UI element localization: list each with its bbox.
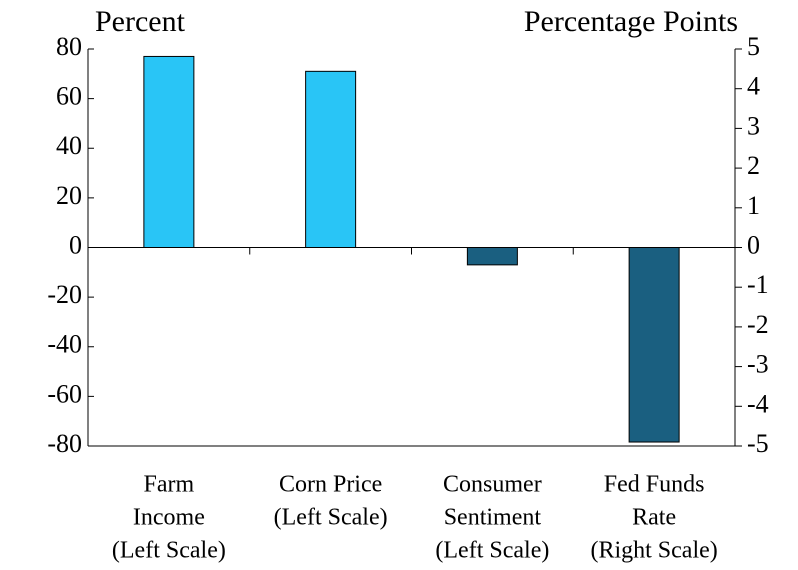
y-tick-label: 60	[56, 82, 82, 111]
x-tick-label: Sentiment	[444, 505, 542, 531]
y2-tick-label: -3	[747, 350, 769, 379]
bar	[305, 70, 357, 248]
y2-tick-label: -1	[747, 270, 769, 299]
bar	[466, 247, 518, 266]
y2-tick-label: 0	[747, 230, 760, 259]
y2-tick-label: -5	[747, 429, 769, 458]
y2-tick-label: -4	[747, 389, 769, 418]
y-tick-label: -80	[47, 429, 82, 458]
y2-tick-label: 3	[747, 111, 760, 140]
y-tick-label: -60	[47, 379, 82, 408]
bar	[143, 55, 195, 248]
bar	[628, 247, 680, 443]
y2-tick-label: 5	[747, 32, 760, 61]
y2-tick-label: 1	[747, 191, 760, 220]
x-tick-label: Fed Funds	[604, 472, 705, 498]
y2-axis-title: Percentage Points	[524, 5, 738, 38]
y-axis-title: Percent	[95, 5, 186, 38]
y-tick-label: -40	[47, 330, 82, 359]
y-tick-label: 20	[56, 181, 82, 210]
x-tick-label: (Right Scale)	[590, 538, 717, 564]
y2-tick-label: 2	[747, 151, 760, 180]
x-tick-label: (Left Scale)	[435, 538, 549, 564]
y-tick-label: -20	[47, 280, 82, 309]
x-tick-label: Consumer	[443, 472, 542, 498]
y-tick-label: 80	[56, 32, 82, 61]
y2-tick-label: -2	[747, 310, 769, 339]
x-tick-label: Rate	[632, 505, 676, 531]
x-tick-label: Corn Price	[279, 472, 382, 498]
x-tick-label: (Left Scale)	[274, 505, 388, 531]
y2-tick-label: 4	[747, 72, 760, 101]
y-tick-label: 40	[56, 131, 82, 160]
y-tick-label: 0	[69, 230, 82, 259]
x-tick-label: Farm	[144, 472, 195, 498]
x-tick-label: Income	[133, 505, 205, 531]
x-tick-label: (Left Scale)	[112, 538, 226, 564]
